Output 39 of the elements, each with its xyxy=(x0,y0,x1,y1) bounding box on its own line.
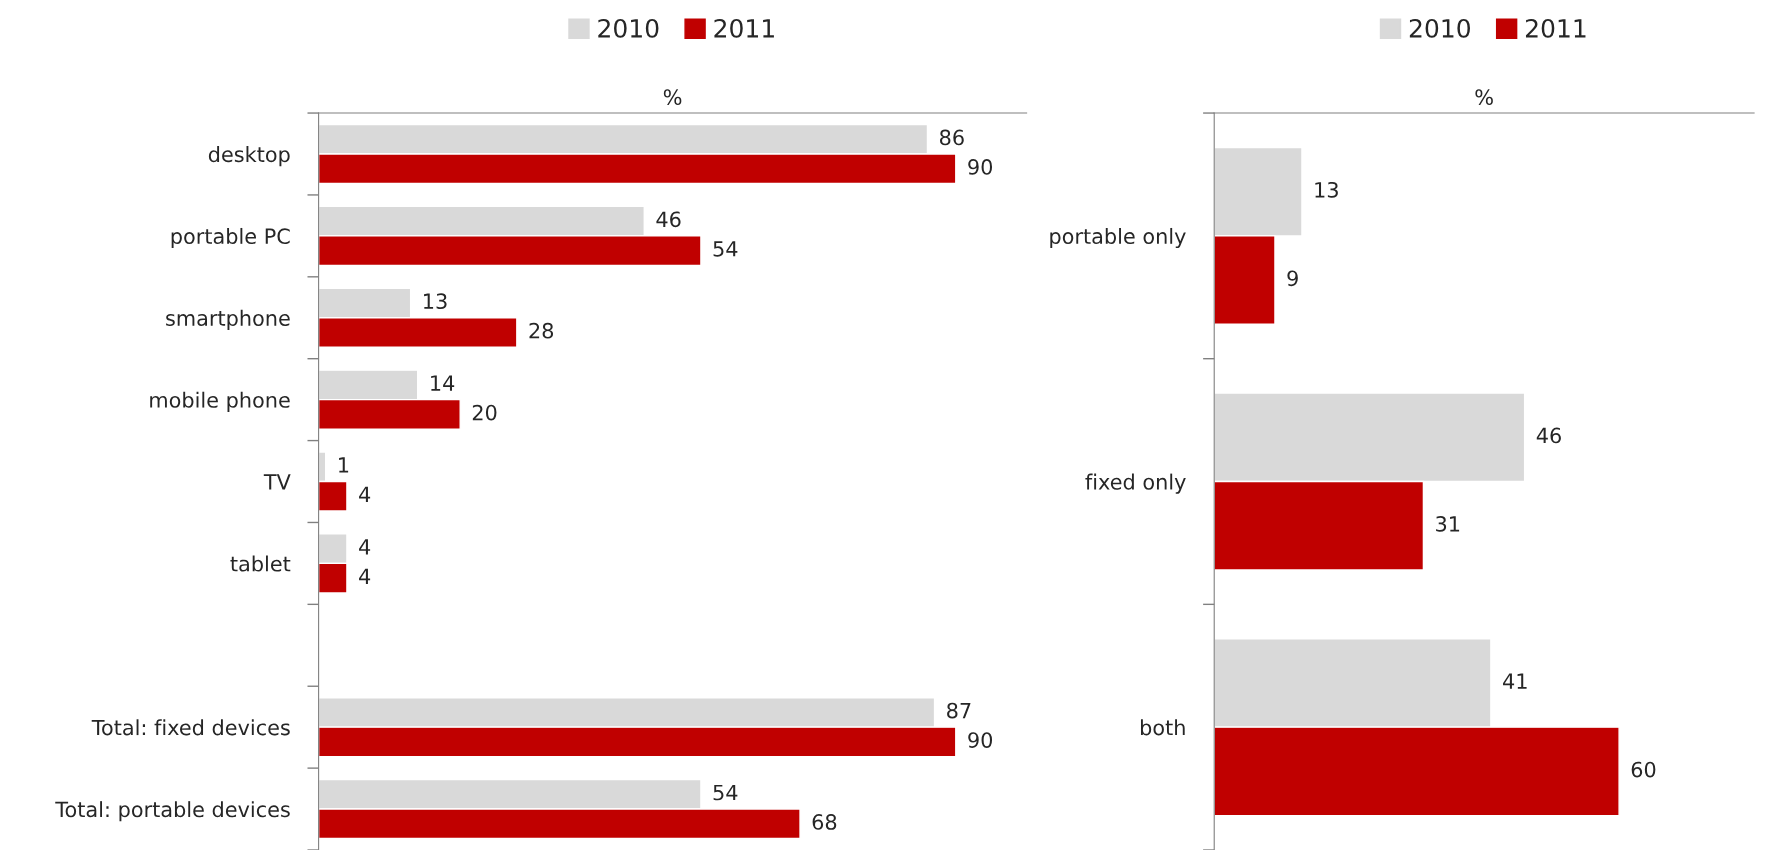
y-tick-label: both xyxy=(1140,719,1185,736)
data-label: 60 xyxy=(1631,761,1656,778)
data-label: 9 xyxy=(1287,270,1298,287)
data-label: 41 xyxy=(1503,673,1527,689)
data-label: 87 xyxy=(947,702,971,719)
data-label: 20 xyxy=(472,404,497,421)
data-label: 46 xyxy=(1536,427,1561,444)
y-tick-label: portable only xyxy=(1050,227,1186,249)
data-label: 86 xyxy=(940,129,964,146)
y-tick-label: desktop xyxy=(208,146,290,167)
x-axis-title: % xyxy=(1475,89,1493,106)
y-tick-label: smartphone xyxy=(166,309,290,331)
legend-label: 2011 xyxy=(1525,18,1586,38)
data-label: 68 xyxy=(812,814,837,830)
data-label: 1 xyxy=(339,457,349,473)
y-tick-label: TV xyxy=(263,474,291,490)
data-label: 13 xyxy=(424,293,447,310)
legend-label: 2011 xyxy=(714,18,774,38)
data-label: 31 xyxy=(1436,516,1460,532)
y-tick-label: mobile phone xyxy=(150,391,290,412)
y-tick-label: Total: fixed devices xyxy=(91,719,290,736)
y-tick-label: tablet xyxy=(230,555,291,572)
data-label: 28 xyxy=(529,322,554,339)
data-label: 46 xyxy=(656,211,681,228)
data-label: 14 xyxy=(431,375,455,391)
legend-label: 2010 xyxy=(1409,18,1470,38)
data-label: 4 xyxy=(359,539,371,555)
y-tick-label: fixed only xyxy=(1085,473,1186,494)
data-label: 13 xyxy=(1315,181,1338,198)
data-label: 90 xyxy=(968,159,993,175)
data-label: 54 xyxy=(713,784,738,801)
data-label: 90 xyxy=(968,732,993,748)
data-label: 54 xyxy=(713,241,738,257)
legend-label: 2010 xyxy=(598,18,659,38)
data-label: 4 xyxy=(359,486,371,503)
y-tick-label: portable PC xyxy=(171,227,290,249)
y-tick-label: Total: portable devices xyxy=(55,801,290,822)
data-label: 4 xyxy=(359,568,371,584)
x-axis-title: % xyxy=(663,89,682,106)
